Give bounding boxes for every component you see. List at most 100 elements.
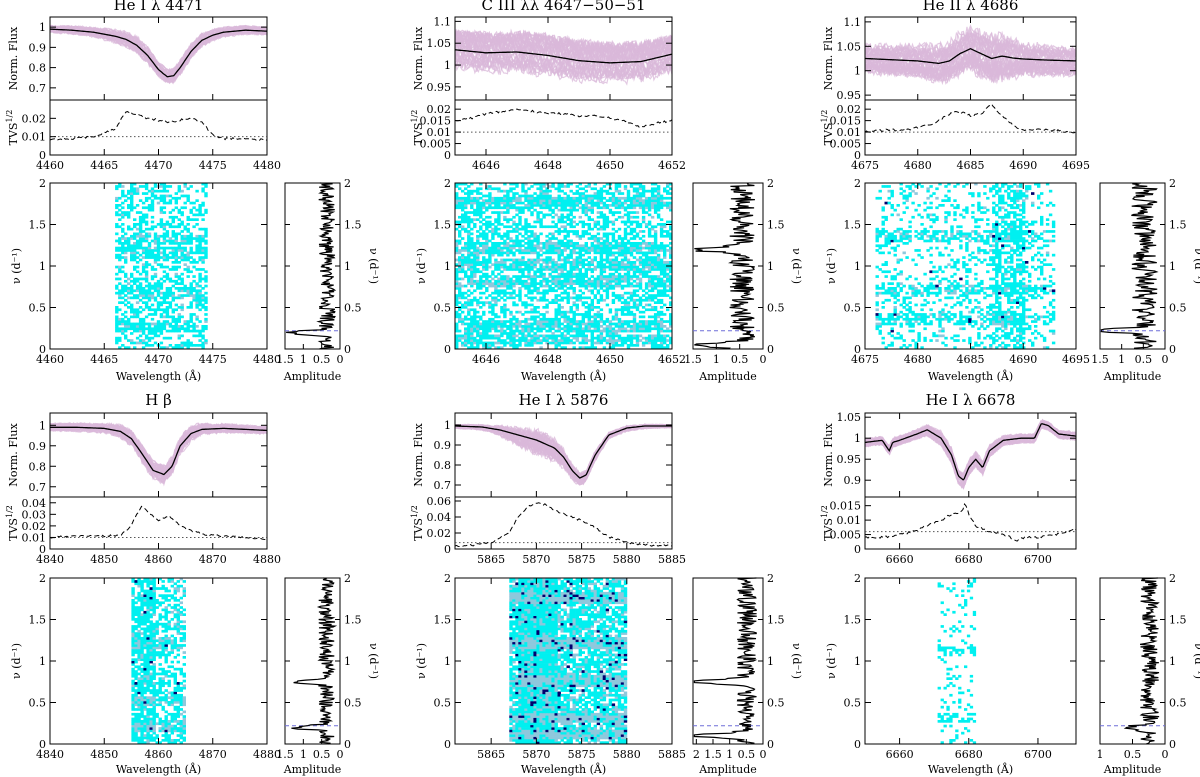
periodogram-cell [623,242,628,245]
periodogram-cell [575,201,579,205]
periodogram-cell [455,182,459,186]
periodogram-cell [177,261,181,264]
periodogram-cell [620,341,625,345]
periodogram-cell [641,261,646,264]
periodogram-cell [578,327,582,331]
periodogram-cell [629,242,634,245]
periodogram-cell [488,334,492,338]
periodogram-cell [198,339,202,342]
periodogram-cell [566,294,570,297]
periodogram-cell [554,294,558,297]
periodogram-cell [920,315,924,319]
periodogram-cell [147,253,152,257]
periodogram-cell [623,249,628,252]
periodogram-cell [572,341,576,345]
periodogram-cell [115,256,119,259]
periodogram-cell [641,234,646,238]
periodogram-cell [159,251,164,255]
periodogram-cell [563,315,567,319]
periodogram-cell [617,325,622,328]
periodogram-cell [467,329,471,333]
periodogram-cell [198,296,202,300]
periodogram-cell [938,329,942,333]
periodogram-cell [485,206,489,210]
tvs-line [49,111,268,142]
periodogram-cell [659,199,664,202]
periodogram-cell [605,261,610,264]
periodogram-cell [127,287,131,290]
periodogram-cell [542,327,546,331]
periodogram-cell [464,187,468,191]
periodogram-cell [183,322,187,326]
periodogram-cell [512,253,516,257]
periodogram-cell [488,282,492,285]
periodogram-cell [506,253,510,257]
periodogram-cell [515,230,519,233]
periodogram-cell [620,268,625,271]
periodogram-cell [115,272,119,276]
periodogram-cell [174,279,178,283]
periodogram-cell [159,223,164,226]
periodogram-cell [121,201,125,205]
periodogram-cell [653,344,658,347]
periodogram-cell [470,277,474,281]
periodogram-cell [881,336,885,340]
periodogram-cell [623,268,628,271]
periodogram-cell [663,329,667,333]
periodogram-cell [572,201,576,205]
periodogram-cell [995,334,999,338]
individual-spectrum [865,24,1076,55]
periodogram-cell [153,246,158,250]
periodogram-cell [560,327,564,331]
periodogram-cell [581,336,585,340]
periodogram-cell [189,287,193,290]
periodogram-cell [524,182,528,186]
periodogram-cell [893,320,897,323]
periodogram-cell [133,223,137,226]
periodogram-cell [147,313,152,316]
periodogram-cell [539,284,543,288]
periodogram-cell [192,313,196,316]
periodogram-cell [150,303,155,307]
mean-spectrum-line [865,47,1076,65]
periodogram-cell [545,234,549,238]
periodogram-cell [971,346,975,349]
periodogram-cell [614,296,619,300]
periodogram-cell [590,303,594,307]
periodogram-cell [479,282,483,285]
periodogram-cell [635,289,640,293]
periodogram-cell [632,265,637,269]
periodogram-cell [1016,329,1020,333]
periodogram-cell [485,242,489,245]
periodogram-cell [666,230,670,233]
periodogram-cell [554,315,558,319]
periodogram-cell [518,291,522,295]
periodogram-cell [521,329,525,333]
periodogram-cell [551,270,555,274]
periodogram-cell [494,303,498,307]
periodogram-cell [144,251,149,255]
periodogram-cell [159,296,164,300]
periodogram-cell [485,334,489,338]
periodogram-cell [485,223,489,226]
periodogram-cell [669,249,673,252]
periodogram-cell [473,218,477,221]
periodogram-cell [130,272,134,276]
periodogram-cell [663,201,667,205]
periodogram-cell [133,249,137,252]
periodogram-cell [632,291,637,295]
periodogram-cell [521,301,525,304]
periodogram-cell [560,218,564,221]
periodogram-cell [575,336,579,340]
periodogram-cell [575,329,579,333]
periodogram-cell [1016,346,1020,349]
periodogram-cell [485,251,489,255]
periodogram-cell [602,282,607,285]
periodogram-cell [138,223,143,226]
periodogram-cell [653,244,658,248]
periodogram-cell [133,237,137,240]
periodogram-cell [491,201,495,205]
periodogram-cell [141,192,146,195]
periodogram-cell [530,279,534,283]
periodogram-cell [629,227,634,231]
